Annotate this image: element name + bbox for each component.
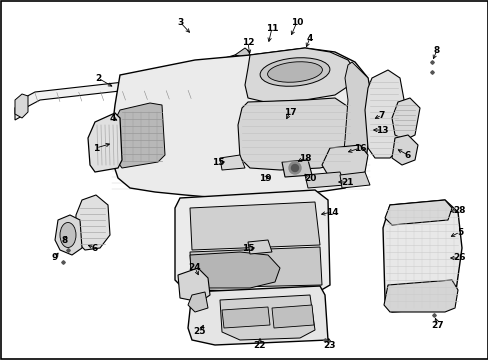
Polygon shape bbox=[190, 252, 280, 288]
Polygon shape bbox=[383, 280, 457, 312]
Polygon shape bbox=[190, 247, 321, 288]
Text: 17: 17 bbox=[283, 108, 296, 117]
Polygon shape bbox=[364, 70, 404, 158]
Polygon shape bbox=[75, 195, 110, 250]
Text: 25: 25 bbox=[193, 328, 206, 337]
Text: 14: 14 bbox=[325, 207, 338, 216]
Polygon shape bbox=[339, 172, 369, 188]
Circle shape bbox=[288, 162, 301, 174]
Ellipse shape bbox=[267, 62, 322, 82]
Circle shape bbox=[291, 165, 298, 171]
Text: 9: 9 bbox=[52, 253, 58, 262]
Polygon shape bbox=[218, 55, 247, 72]
Text: 13: 13 bbox=[375, 126, 387, 135]
Text: 8: 8 bbox=[433, 45, 439, 54]
Text: 11: 11 bbox=[265, 23, 278, 32]
Polygon shape bbox=[305, 172, 345, 188]
Polygon shape bbox=[88, 113, 122, 172]
Polygon shape bbox=[391, 98, 419, 140]
Polygon shape bbox=[15, 65, 235, 120]
Text: 15: 15 bbox=[241, 243, 254, 252]
Text: 6: 6 bbox=[92, 243, 98, 252]
Polygon shape bbox=[244, 48, 354, 102]
Polygon shape bbox=[187, 286, 327, 345]
Polygon shape bbox=[190, 202, 319, 250]
Text: 2: 2 bbox=[95, 73, 101, 82]
Polygon shape bbox=[238, 98, 351, 170]
Polygon shape bbox=[220, 155, 244, 170]
Polygon shape bbox=[384, 200, 451, 225]
Text: 7: 7 bbox=[378, 111, 385, 120]
Polygon shape bbox=[175, 190, 329, 292]
Polygon shape bbox=[247, 240, 271, 254]
Polygon shape bbox=[271, 305, 313, 328]
Text: 22: 22 bbox=[253, 341, 265, 350]
Ellipse shape bbox=[60, 222, 76, 248]
Polygon shape bbox=[391, 135, 417, 165]
Text: 4: 4 bbox=[110, 113, 116, 122]
Polygon shape bbox=[321, 145, 367, 178]
Text: 26: 26 bbox=[453, 253, 465, 262]
Text: 10: 10 bbox=[290, 18, 303, 27]
Text: 16: 16 bbox=[353, 144, 366, 153]
Polygon shape bbox=[220, 295, 314, 340]
Text: 3: 3 bbox=[177, 18, 183, 27]
Text: 27: 27 bbox=[431, 320, 444, 329]
Polygon shape bbox=[116, 103, 164, 168]
Polygon shape bbox=[235, 48, 249, 58]
Text: 12: 12 bbox=[241, 37, 254, 46]
Polygon shape bbox=[15, 94, 28, 118]
Text: 8: 8 bbox=[62, 235, 68, 244]
Polygon shape bbox=[282, 160, 311, 177]
Polygon shape bbox=[341, 62, 371, 185]
Polygon shape bbox=[178, 268, 209, 302]
Text: 1: 1 bbox=[93, 144, 99, 153]
Text: 15: 15 bbox=[211, 158, 224, 166]
Polygon shape bbox=[222, 307, 269, 328]
Text: 23: 23 bbox=[323, 341, 336, 350]
Text: 20: 20 bbox=[303, 174, 316, 183]
Polygon shape bbox=[382, 200, 461, 312]
Text: 6: 6 bbox=[404, 150, 410, 159]
Polygon shape bbox=[112, 48, 371, 198]
Ellipse shape bbox=[260, 58, 329, 86]
Text: 5: 5 bbox=[456, 228, 462, 237]
Text: 18: 18 bbox=[298, 153, 311, 162]
Polygon shape bbox=[187, 292, 207, 312]
Text: 4: 4 bbox=[306, 33, 312, 42]
Text: 21: 21 bbox=[341, 177, 353, 186]
Text: 19: 19 bbox=[258, 174, 271, 183]
Polygon shape bbox=[55, 215, 82, 255]
Text: 28: 28 bbox=[453, 206, 465, 215]
Text: 24: 24 bbox=[188, 264, 201, 273]
